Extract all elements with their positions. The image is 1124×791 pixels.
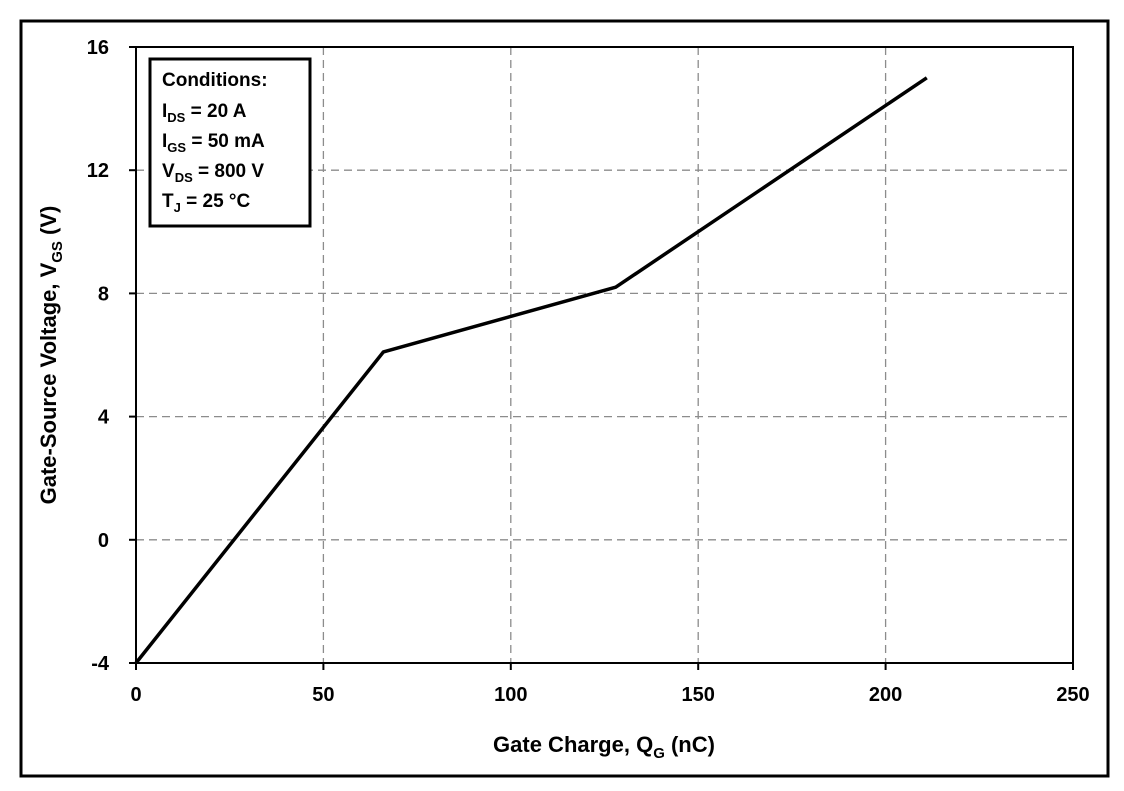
y-tick-label-3: 8 (98, 283, 109, 305)
x-axis-title: Gate Charge, QG (nC) (493, 732, 715, 762)
x-tick-label-4: 200 (869, 684, 902, 706)
y-tick-label-1: 0 (98, 530, 109, 552)
y-tick-label-5: 16 (87, 37, 109, 59)
x-tick-label-2: 100 (494, 684, 527, 706)
conditions-title: Conditions: (162, 70, 268, 91)
conditions-box: Conditions: IDS = 20 A IGS = 50 mA VDS =… (148, 57, 312, 228)
condition-vds: VDS = 800 V (162, 161, 264, 185)
series-line-0 (134, 76, 928, 665)
plot-area-border (135, 46, 1074, 664)
series-group (134, 76, 928, 665)
y-tick-label-0: -4 (91, 653, 110, 675)
axis-ticks: 0 50 100 150 200 250 -4 0 4 8 12 16 (87, 37, 1090, 706)
condition-ids: IDS = 20 A (162, 101, 247, 125)
x-tick-label-1: 50 (312, 684, 334, 706)
y-tick-label-4: 12 (87, 160, 109, 182)
x-tick-label-3: 150 (682, 684, 715, 706)
x-tick-label-0: 0 (130, 684, 141, 706)
y-axis-title: Gate-Source Voltage, VGS (V) (36, 206, 66, 505)
condition-tj: TJ = 25 °C (162, 191, 251, 215)
conditions-box-border (148, 57, 312, 228)
y-tick-label-2: 4 (98, 407, 110, 429)
condition-igs: IGS = 50 mA (162, 131, 265, 155)
x-tick-label-5: 250 (1056, 684, 1089, 706)
